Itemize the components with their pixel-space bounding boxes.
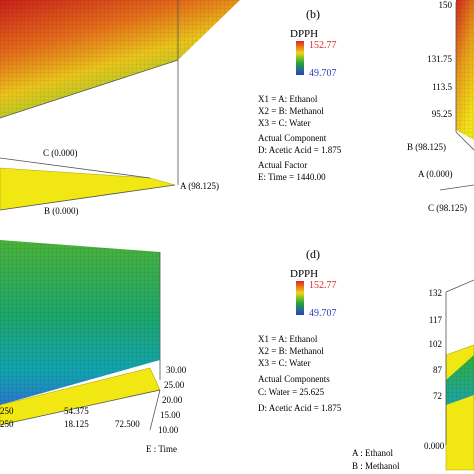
legend-d-component-1: C: Water = 25.625 bbox=[258, 387, 325, 397]
legend-b-mapping-3: X3 = C: Water bbox=[258, 118, 310, 128]
panel-a-frame-edge bbox=[0, 157, 151, 179]
legend-b-min: 49.707 bbox=[309, 68, 337, 79]
legend-d-component-2: D: Acetic Acid = 1.875 bbox=[258, 403, 342, 413]
panel-d-left-x-tick: 72.500 bbox=[115, 419, 140, 429]
legend-d-mapping-1: X1 = A: Ethanol bbox=[258, 334, 318, 344]
legend-b-component-1: D: Acetic Acid = 1.875 bbox=[258, 145, 342, 155]
panel-d-left-y-tick: 30.00 bbox=[166, 365, 187, 375]
panel-d-left-x-tick: 250 bbox=[0, 406, 14, 416]
panel-d-left-y-tick: 20.00 bbox=[162, 395, 183, 405]
legend-b-title: DPPH bbox=[290, 28, 318, 40]
panel-label-b: (b) bbox=[306, 7, 320, 21]
panel-a-axis-label-a: A (98.125) bbox=[180, 181, 219, 191]
panel-c-z-tick: 131.75 bbox=[427, 54, 452, 64]
panel-c-base-edge bbox=[455, 131, 474, 151]
legend-d-min: 49.707 bbox=[309, 308, 337, 319]
panel-label-d: (d) bbox=[306, 247, 320, 261]
panel-d-left-surface-plot: 30.00 25.00 20.00 15.00 10.00 54.375 18.… bbox=[0, 240, 187, 454]
panel-d-left-y-tick: 10.00 bbox=[158, 425, 179, 435]
panel-d-right-z-tick: 87 bbox=[433, 365, 443, 375]
legend-d-title: DPPH bbox=[290, 268, 318, 280]
panel-c-z-tick: 95.25 bbox=[432, 109, 453, 119]
legend-d-mapping-2: X2 = B: Methanol bbox=[258, 346, 324, 356]
legend-d-axis-name-a: A : Ethanol bbox=[352, 448, 393, 458]
panel-d-right-edge bbox=[445, 279, 474, 293]
panel-c-surface-plot: 150 131.75 113.5 95.25 B (98.125) A (0.0… bbox=[407, 0, 474, 213]
panel-c-axis-label-b: B (98.125) bbox=[407, 142, 446, 152]
legend-b-factor-1: E: Time = 1440.00 bbox=[258, 172, 326, 182]
panel-d-right-z-tick: 132 bbox=[429, 288, 443, 298]
legend-d-component-heading: Actual Components bbox=[258, 374, 330, 384]
panel-a-frame-edge bbox=[0, 59, 179, 119]
panel-d-right-z-tick: 72 bbox=[433, 391, 442, 401]
panel-a-surface-mesh bbox=[0, 0, 240, 118]
panel-d-left-surface-mesh bbox=[0, 240, 160, 405]
legend-d-max: 152.77 bbox=[309, 280, 337, 291]
panel-c-z-tick: 113.5 bbox=[432, 82, 452, 92]
panel-d-right-surface-plot: 132 117 102 87 72 0.000 bbox=[424, 279, 474, 471]
panel-d-right-surface-mesh bbox=[446, 355, 474, 405]
legend-d-colorbar bbox=[296, 281, 304, 315]
panel-d-left-x-tick: 54.375 bbox=[64, 406, 89, 416]
panel-d-left-x-tick: 18.125 bbox=[64, 419, 89, 429]
panel-d-left-axis-label-time: E : Time bbox=[146, 444, 177, 454]
panel-d-left-y-tick: 15.00 bbox=[160, 410, 181, 420]
legend-b-max: 152.77 bbox=[309, 40, 337, 51]
panel-c-axis-label-c: C (98.125) bbox=[428, 203, 467, 213]
panel-a-frame-edge bbox=[0, 184, 176, 211]
legend-b-colorbar bbox=[296, 41, 304, 75]
panel-d-left-x-tick: 250 bbox=[0, 419, 14, 429]
panel-c-base-edge bbox=[439, 184, 474, 191]
legend-b-mapping-1: X1 = A: Ethanol bbox=[258, 94, 318, 104]
legend-panel-b: (b) DPPH 152.77 49.707 X1 = A: Ethanol X… bbox=[258, 7, 342, 182]
panel-a-surface-plot: C (0.000) B (0.000) A (98.125) bbox=[0, 0, 240, 216]
panel-d-left-frame-edge bbox=[0, 389, 161, 426]
legend-b-factor-heading: Actual Factor bbox=[258, 160, 307, 170]
legend-b-component-heading: Actual Component bbox=[258, 133, 327, 143]
legend-b-mapping-2: X2 = B: Methanol bbox=[258, 106, 324, 116]
legend-d-axis-name-b: B : Methanol bbox=[352, 461, 400, 471]
panel-d-right-z-tick: 102 bbox=[429, 339, 443, 349]
legend-d-mapping-3: X3 = C: Water bbox=[258, 358, 310, 368]
legend-panel-d: (d) DPPH 152.77 49.707 X1 = A: Ethanol X… bbox=[258, 247, 400, 471]
panel-a-axis-label-c: C (0.000) bbox=[43, 148, 78, 158]
panel-d-left-y-tick: 25.00 bbox=[164, 380, 185, 390]
panel-c-axis-label-a: A (0.000) bbox=[418, 169, 453, 179]
panel-d-right-x-tick: 0.000 bbox=[424, 441, 445, 451]
panel-d-left-frame-edge bbox=[149, 389, 161, 431]
panel-a-axis-label-b: B (0.000) bbox=[44, 206, 79, 216]
panel-c-surface-mesh bbox=[456, 0, 474, 140]
panel-c-z-tick: 150 bbox=[439, 0, 453, 10]
panel-d-right-z-tick: 117 bbox=[429, 315, 443, 325]
